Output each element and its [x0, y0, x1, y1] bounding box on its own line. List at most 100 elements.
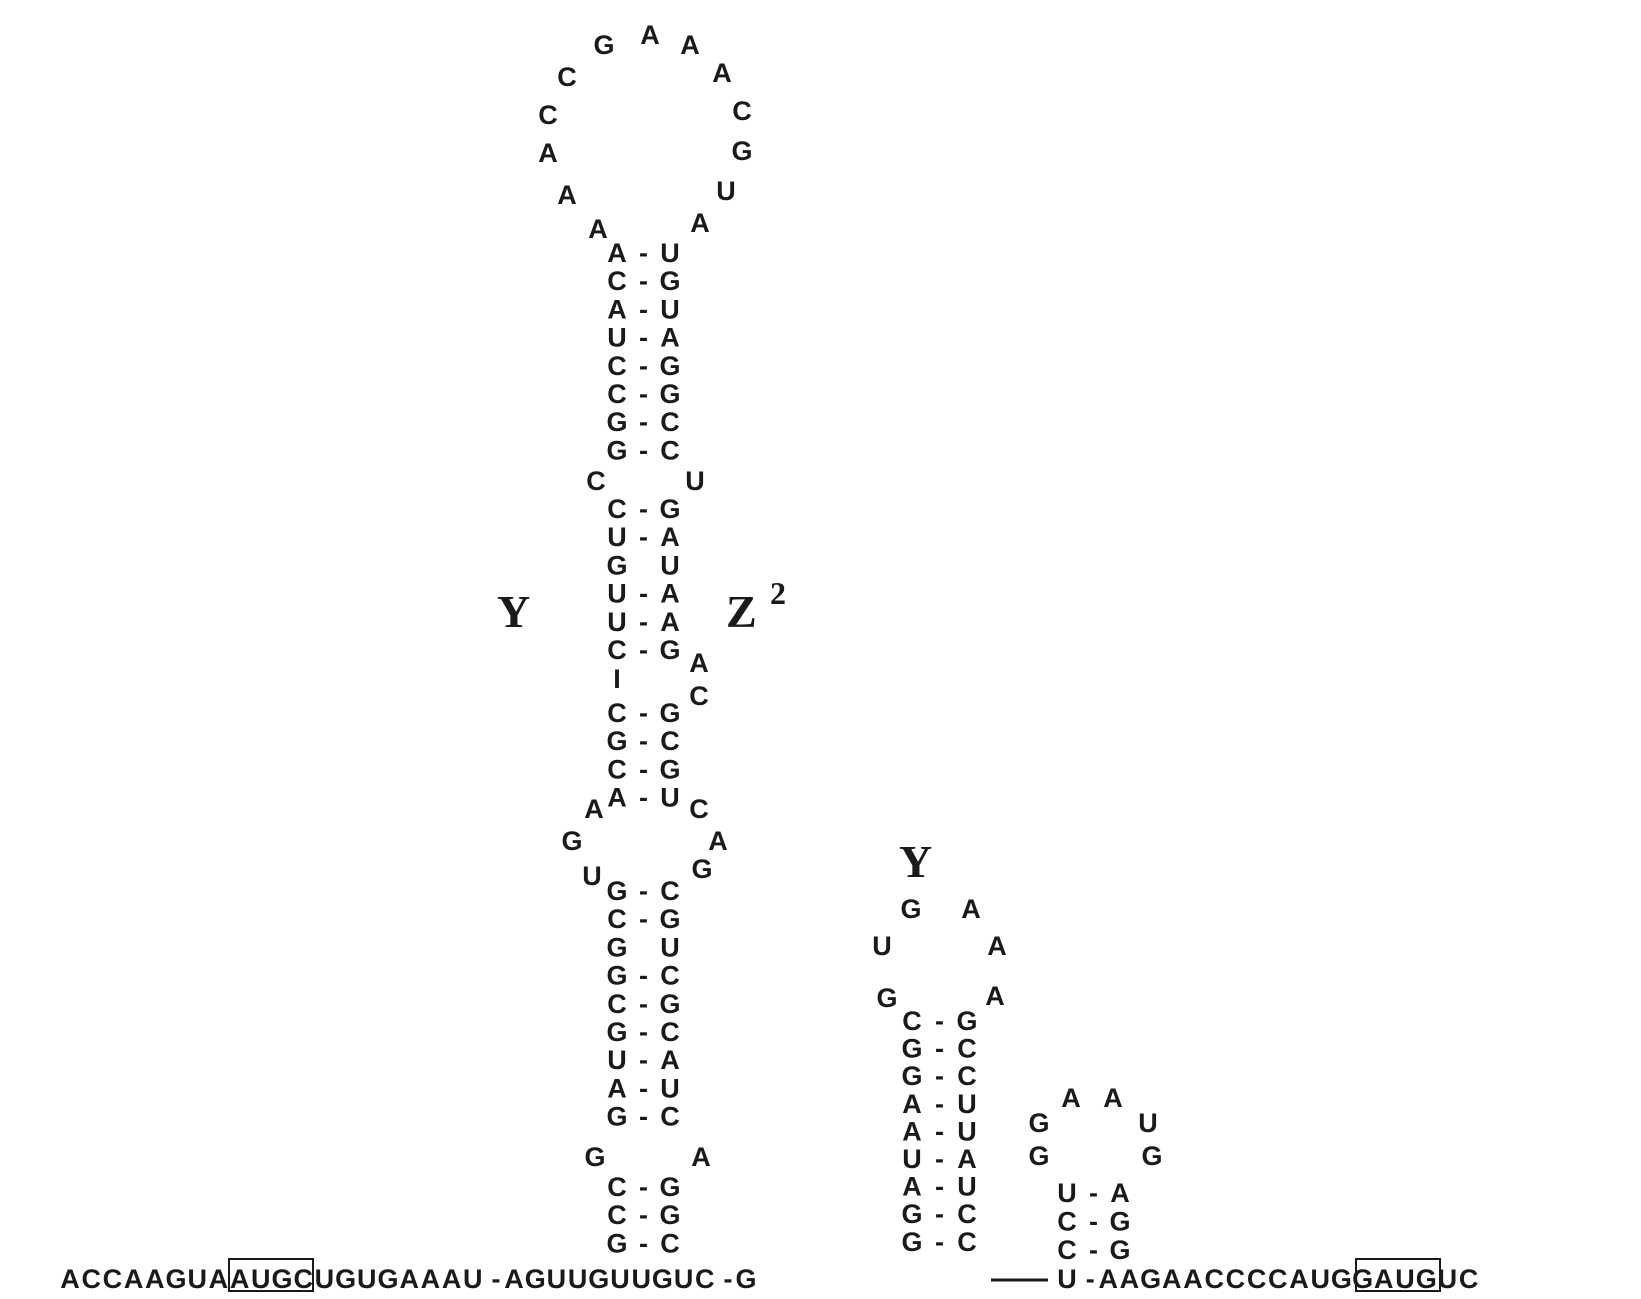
- baseline-nucleotide: A: [1183, 1264, 1203, 1294]
- h1-lower-left: G: [606, 961, 627, 991]
- h3-loop-nucleotide: G: [1028, 1108, 1049, 1138]
- h1-mid-left: U: [607, 522, 627, 552]
- baseline-nucleotide: C: [103, 1264, 123, 1294]
- baseline-nucleotide: G: [1352, 1264, 1373, 1294]
- baseline-nucleotide: C: [81, 1264, 101, 1294]
- baseline-nucleotide: U: [631, 1264, 651, 1294]
- pair-dash: -: [639, 989, 648, 1019]
- baseline-nucleotide: G: [525, 1264, 546, 1294]
- baseline-nucleotide: G: [1140, 1264, 1161, 1294]
- stop-codon-nucleotide: U: [187, 1264, 207, 1294]
- h1-upper-left: G: [606, 435, 627, 465]
- h1-loop-nucleotide: A: [712, 58, 732, 88]
- stop-codon-box: [228, 1258, 314, 1292]
- h1-loop-nucleotide: U: [716, 176, 736, 206]
- baseline-nucleotide: U: [1438, 1264, 1458, 1294]
- h1-loop-nucleotide: C: [557, 62, 577, 92]
- baseline-nucleotide: U: [547, 1264, 567, 1294]
- pair-dash: -: [639, 294, 648, 324]
- h1-lower-left: G: [606, 1102, 627, 1132]
- h1-loop-nucleotide: A: [680, 30, 700, 60]
- pair-dash: -: [639, 726, 648, 756]
- h1-upper-right: G: [659, 266, 680, 296]
- h1-lower-right: C: [660, 961, 680, 991]
- pair-dash: -: [639, 607, 648, 637]
- h2-stem-right: A: [957, 1144, 977, 1174]
- h2-stem-right: C: [957, 1034, 977, 1064]
- h1-mid2-right: G: [659, 754, 680, 784]
- h1-upper-right: C: [660, 435, 680, 465]
- pair-dash: -: [492, 1264, 501, 1294]
- pair-dash: -: [935, 1034, 944, 1064]
- baseline-nucleotide: A: [504, 1264, 524, 1294]
- baseline-nucleotide: C: [1459, 1264, 1479, 1294]
- h1-loop-nucleotide: A: [640, 20, 660, 50]
- h1-mid2-left: C: [607, 754, 627, 784]
- h1-mid2-right: U: [660, 783, 680, 813]
- h1-upper-right: U: [660, 294, 680, 324]
- pair-dash: -: [639, 961, 648, 991]
- pair-dash: -: [639, 407, 648, 437]
- h3-stem-right: A: [1110, 1178, 1130, 1208]
- h3-stem-left: C: [1057, 1207, 1077, 1237]
- start-codon-nucleotide: U: [1310, 1264, 1330, 1294]
- h3-stem-right: G: [1109, 1207, 1130, 1237]
- h1-upper-right: C: [660, 407, 680, 437]
- h1-mid-right: A: [660, 607, 680, 637]
- h2-stem-right: C: [957, 1061, 977, 1091]
- h2-stem-left: A: [902, 1172, 922, 1202]
- h1-lower-right: C: [660, 1102, 680, 1132]
- baseline-nucleotide: A: [145, 1264, 165, 1294]
- h2-stem-left: G: [901, 1034, 922, 1064]
- baseline-nucleotide: U: [568, 1264, 588, 1294]
- pair-dash: -: [639, 323, 648, 353]
- h2-loop-nucleotide: U: [872, 931, 892, 961]
- h2-stem-left: A: [902, 1116, 922, 1146]
- pair-dash: -: [639, 1200, 648, 1230]
- h1-lower-right: U: [660, 1073, 680, 1103]
- pair-dash: -: [639, 379, 648, 409]
- h1-mid-right: A: [660, 579, 680, 609]
- h1-upper-left: C: [607, 351, 627, 381]
- h2-stem-left: U: [902, 1144, 922, 1174]
- h1-lower-right: C: [660, 1017, 680, 1047]
- h1-mid2-left: A: [607, 783, 627, 813]
- h1-bulge-left: C: [586, 466, 606, 496]
- pair-dash: -: [935, 1006, 944, 1036]
- h1-internal-loop-right: A: [708, 826, 728, 856]
- pair-dash: -: [639, 876, 648, 906]
- h2-stem-right: C: [957, 1227, 977, 1257]
- h2-stem-right: U: [957, 1116, 977, 1146]
- h1-internal-loop-left: G: [561, 826, 582, 856]
- base-pair-dashes: ----------------------------------------…: [492, 238, 1099, 1294]
- h2-loop-nucleotide: A: [961, 894, 981, 924]
- baseline-nucleotide: A: [60, 1264, 80, 1294]
- label-z: Z: [726, 586, 757, 637]
- h1-mid2-left: G: [606, 726, 627, 756]
- h2-loop-nucleotide: G: [876, 983, 897, 1013]
- h1-mid-left: U: [607, 579, 627, 609]
- h3-loop-nucleotide: A: [1061, 1083, 1081, 1113]
- h1-mismatch-left: I: [613, 664, 621, 694]
- h1-lower-left: G: [606, 932, 627, 962]
- pair-dash: -: [1089, 1178, 1098, 1208]
- h1-lower-left: C: [607, 989, 627, 1019]
- h1-loop-nucleotide: C: [732, 96, 752, 126]
- h3-stem-left: U: [1057, 1178, 1077, 1208]
- h2-stem-right: U: [957, 1172, 977, 1202]
- h1-upper-left: A: [607, 238, 627, 268]
- h1-mid2-right: G: [659, 698, 680, 728]
- h2-stem-left: C: [902, 1006, 922, 1036]
- h1-upper-right: G: [659, 351, 680, 381]
- baseline-nucleotide: G: [165, 1264, 186, 1294]
- h1-loop-nucleotide: C: [538, 100, 558, 130]
- pair-dash: -: [639, 1017, 648, 1047]
- h1-upper-left: C: [607, 266, 627, 296]
- baseline-nucleotide: G: [588, 1264, 609, 1294]
- baseline-nucleotide: G: [271, 1264, 292, 1294]
- pair-dash: -: [935, 1172, 944, 1202]
- h2-stem-left: G: [901, 1227, 922, 1257]
- h1-loop-nucleotide: A: [538, 138, 558, 168]
